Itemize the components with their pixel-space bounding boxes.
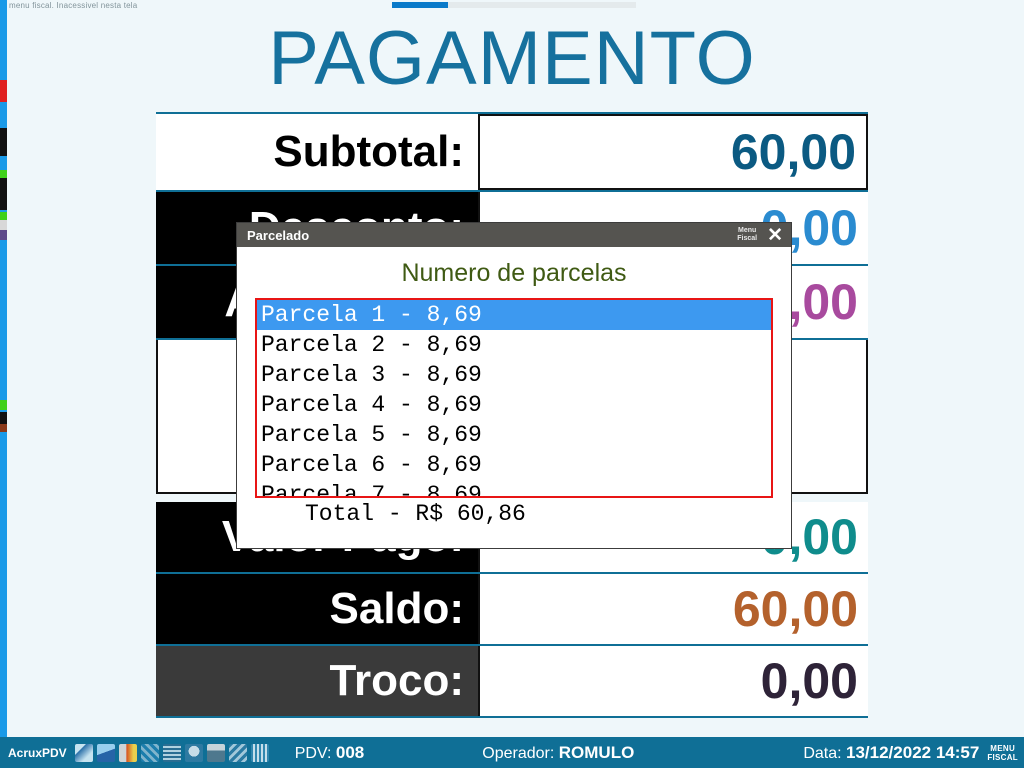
subtotal-label: Subtotal: [156, 114, 478, 190]
document-icon[interactable] [228, 743, 247, 762]
dialog-menu-fiscal-label[interactable]: Menu Fiscal [737, 227, 757, 243]
troco-label: Troco: [156, 646, 478, 716]
pdv-label: PDV: [294, 744, 332, 762]
data-info: Data: 13/12/2022 14:57 [803, 743, 979, 763]
app-brand-label: AcruxPDV [8, 745, 67, 760]
data-label: Data: [803, 744, 842, 762]
monitor-network-icon[interactable] [96, 743, 115, 762]
list-item[interactable]: Parcela 4 - 8,69 [261, 392, 482, 418]
grid-icon[interactable] [250, 743, 269, 762]
parcel-total-line: Total - R$ 60,86 [305, 501, 526, 527]
saldo-label: Saldo: [156, 574, 478, 644]
list-item[interactable]: Parcela 7 - 8,69 [261, 482, 482, 498]
data-value: 13/12/2022 14:57 [846, 742, 980, 762]
ghost-status-text: menu fiscal. Inacessivel nesta tela [9, 1, 138, 10]
list-item[interactable]: Parcela 1 - 8,69 [257, 300, 771, 330]
dialog-menu-fiscal-line1: Menu [738, 227, 757, 234]
list-item[interactable]: Parcela 3 - 8,69 [261, 362, 482, 388]
page-title: PAGAMENTO [268, 16, 756, 101]
parcelado-dialog: Parcelado Menu Fiscal ✕ Numero de parcel… [237, 223, 791, 548]
list-item[interactable]: Parcela 6 - 8,69 [261, 452, 482, 478]
pdv-value: 008 [335, 742, 365, 762]
totals-row-saldo: Saldo: 60,00 [156, 574, 868, 646]
top-progress-fill [392, 2, 449, 8]
status-bar: AcruxPDV PDV: 008 Operador: ROMULO Data:… [0, 737, 1024, 768]
dialog-menu-fiscal-line2: Fiscal [737, 235, 758, 242]
pdv-info: PDV: 008 [295, 743, 365, 763]
monitor-alert-icon[interactable] [118, 743, 137, 762]
subtotal-value: 60,00 [478, 114, 868, 190]
operador-info: Operador: ROMULO [482, 743, 634, 763]
scissors-icon[interactable] [74, 743, 93, 762]
dialog-titlebar[interactable]: Parcelado Menu Fiscal ✕ [237, 223, 791, 247]
saldo-value: 60,00 [478, 574, 868, 644]
dialog-title: Parcelado [247, 227, 310, 243]
left-accent-strip [0, 0, 7, 737]
user-icon[interactable] [206, 743, 225, 762]
list-item[interactable]: Parcela 2 - 8,69 [261, 332, 482, 358]
totals-row-subtotal: Subtotal: 60,00 [156, 112, 868, 192]
keyboard-icon[interactable] [162, 743, 181, 762]
shield-icon[interactable] [184, 743, 203, 762]
tray-icon-group [74, 743, 269, 762]
top-progress-bar [392, 2, 636, 8]
menu-fiscal-line1: MENU [990, 743, 1016, 753]
totals-row-troco: Troco: 0,00 [156, 646, 868, 718]
close-icon[interactable]: ✕ [767, 224, 783, 246]
dialog-heading: Numero de parcelas [401, 259, 627, 287]
parcel-list[interactable]: Parcela 1 - 8,69 Parcela 2 - 8,69 Parcel… [255, 298, 773, 498]
printer-icon[interactable] [140, 743, 159, 762]
menu-fiscal-line2: FISCAL [987, 752, 1018, 762]
operador-label: Operador: [482, 744, 555, 762]
list-item[interactable]: Parcela 5 - 8,69 [261, 422, 482, 448]
operador-value: ROMULO [558, 742, 635, 762]
menu-fiscal-button[interactable]: MENU FISCAL [987, 744, 1018, 762]
troco-value: 0,00 [478, 646, 868, 716]
